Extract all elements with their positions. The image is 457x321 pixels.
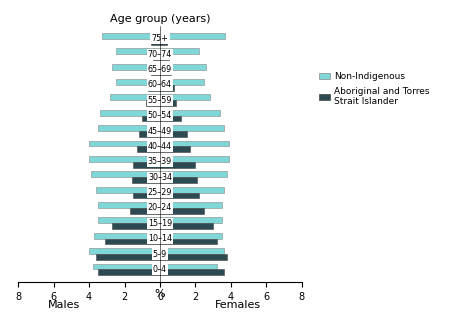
Bar: [160, 85, 174, 91]
Bar: [160, 64, 206, 70]
Bar: [160, 264, 217, 269]
Bar: [160, 156, 229, 162]
Bar: [160, 94, 210, 100]
Text: 75+: 75+: [152, 34, 168, 43]
Text: 70–74: 70–74: [148, 50, 172, 59]
Bar: [160, 141, 229, 146]
Bar: [160, 177, 197, 183]
Bar: [100, 110, 160, 116]
Text: Males: Males: [48, 300, 80, 310]
Bar: [148, 85, 160, 91]
Bar: [160, 233, 222, 239]
Bar: [91, 171, 160, 177]
Bar: [160, 217, 222, 223]
Text: 20–24: 20–24: [148, 204, 172, 213]
Text: 40–44: 40–44: [148, 142, 172, 151]
Bar: [160, 125, 224, 131]
Bar: [146, 100, 160, 106]
Bar: [160, 239, 217, 245]
Bar: [153, 54, 160, 60]
Bar: [95, 233, 160, 239]
Legend: Non-Indigenous, Aboriginal and Torres
Strait Islander: Non-Indigenous, Aboriginal and Torres St…: [315, 69, 433, 110]
Text: 50–54: 50–54: [148, 111, 172, 120]
Text: 45–49: 45–49: [148, 126, 172, 135]
Bar: [105, 239, 160, 245]
Bar: [98, 202, 160, 208]
Bar: [160, 171, 227, 177]
Bar: [98, 269, 160, 275]
Bar: [160, 116, 181, 121]
Bar: [151, 70, 160, 75]
Bar: [160, 162, 196, 168]
Text: %: %: [154, 290, 165, 299]
Bar: [142, 116, 160, 121]
Bar: [89, 248, 160, 254]
Title: Age group (years): Age group (years): [110, 13, 210, 23]
Bar: [160, 131, 186, 137]
Text: Females: Females: [215, 300, 260, 310]
Bar: [130, 208, 160, 214]
Text: 60–64: 60–64: [148, 80, 172, 89]
Bar: [160, 110, 220, 116]
Bar: [160, 202, 222, 208]
Bar: [160, 248, 224, 254]
Bar: [160, 79, 204, 85]
Bar: [160, 33, 225, 39]
Bar: [160, 187, 224, 193]
Bar: [137, 146, 160, 152]
Bar: [111, 94, 160, 100]
Bar: [160, 54, 169, 60]
Text: 55–59: 55–59: [148, 96, 172, 105]
Bar: [160, 100, 176, 106]
Bar: [160, 39, 167, 45]
Bar: [101, 33, 160, 39]
Bar: [160, 254, 227, 260]
Text: 30–34: 30–34: [148, 173, 172, 182]
Bar: [160, 48, 199, 54]
Bar: [151, 39, 160, 45]
Bar: [98, 217, 160, 223]
Bar: [89, 156, 160, 162]
Bar: [112, 64, 160, 70]
Bar: [96, 187, 160, 193]
Bar: [139, 131, 160, 137]
Bar: [160, 193, 199, 198]
Bar: [133, 193, 160, 198]
Bar: [116, 48, 160, 54]
Text: 15–19: 15–19: [148, 219, 172, 228]
Bar: [116, 79, 160, 85]
Bar: [132, 177, 160, 183]
Bar: [160, 146, 190, 152]
Text: 35–39: 35–39: [148, 157, 172, 166]
Bar: [160, 70, 170, 75]
Bar: [133, 162, 160, 168]
Bar: [96, 254, 160, 260]
Bar: [93, 264, 160, 269]
Text: 25–29: 25–29: [148, 188, 172, 197]
Bar: [160, 208, 204, 214]
Bar: [112, 223, 160, 229]
Bar: [160, 269, 224, 275]
Text: 0–4: 0–4: [153, 265, 167, 274]
Bar: [98, 125, 160, 131]
Text: 65–69: 65–69: [148, 65, 172, 74]
Bar: [89, 141, 160, 146]
Bar: [160, 223, 213, 229]
Text: 10–14: 10–14: [148, 234, 172, 243]
Text: 5–9: 5–9: [153, 249, 167, 258]
